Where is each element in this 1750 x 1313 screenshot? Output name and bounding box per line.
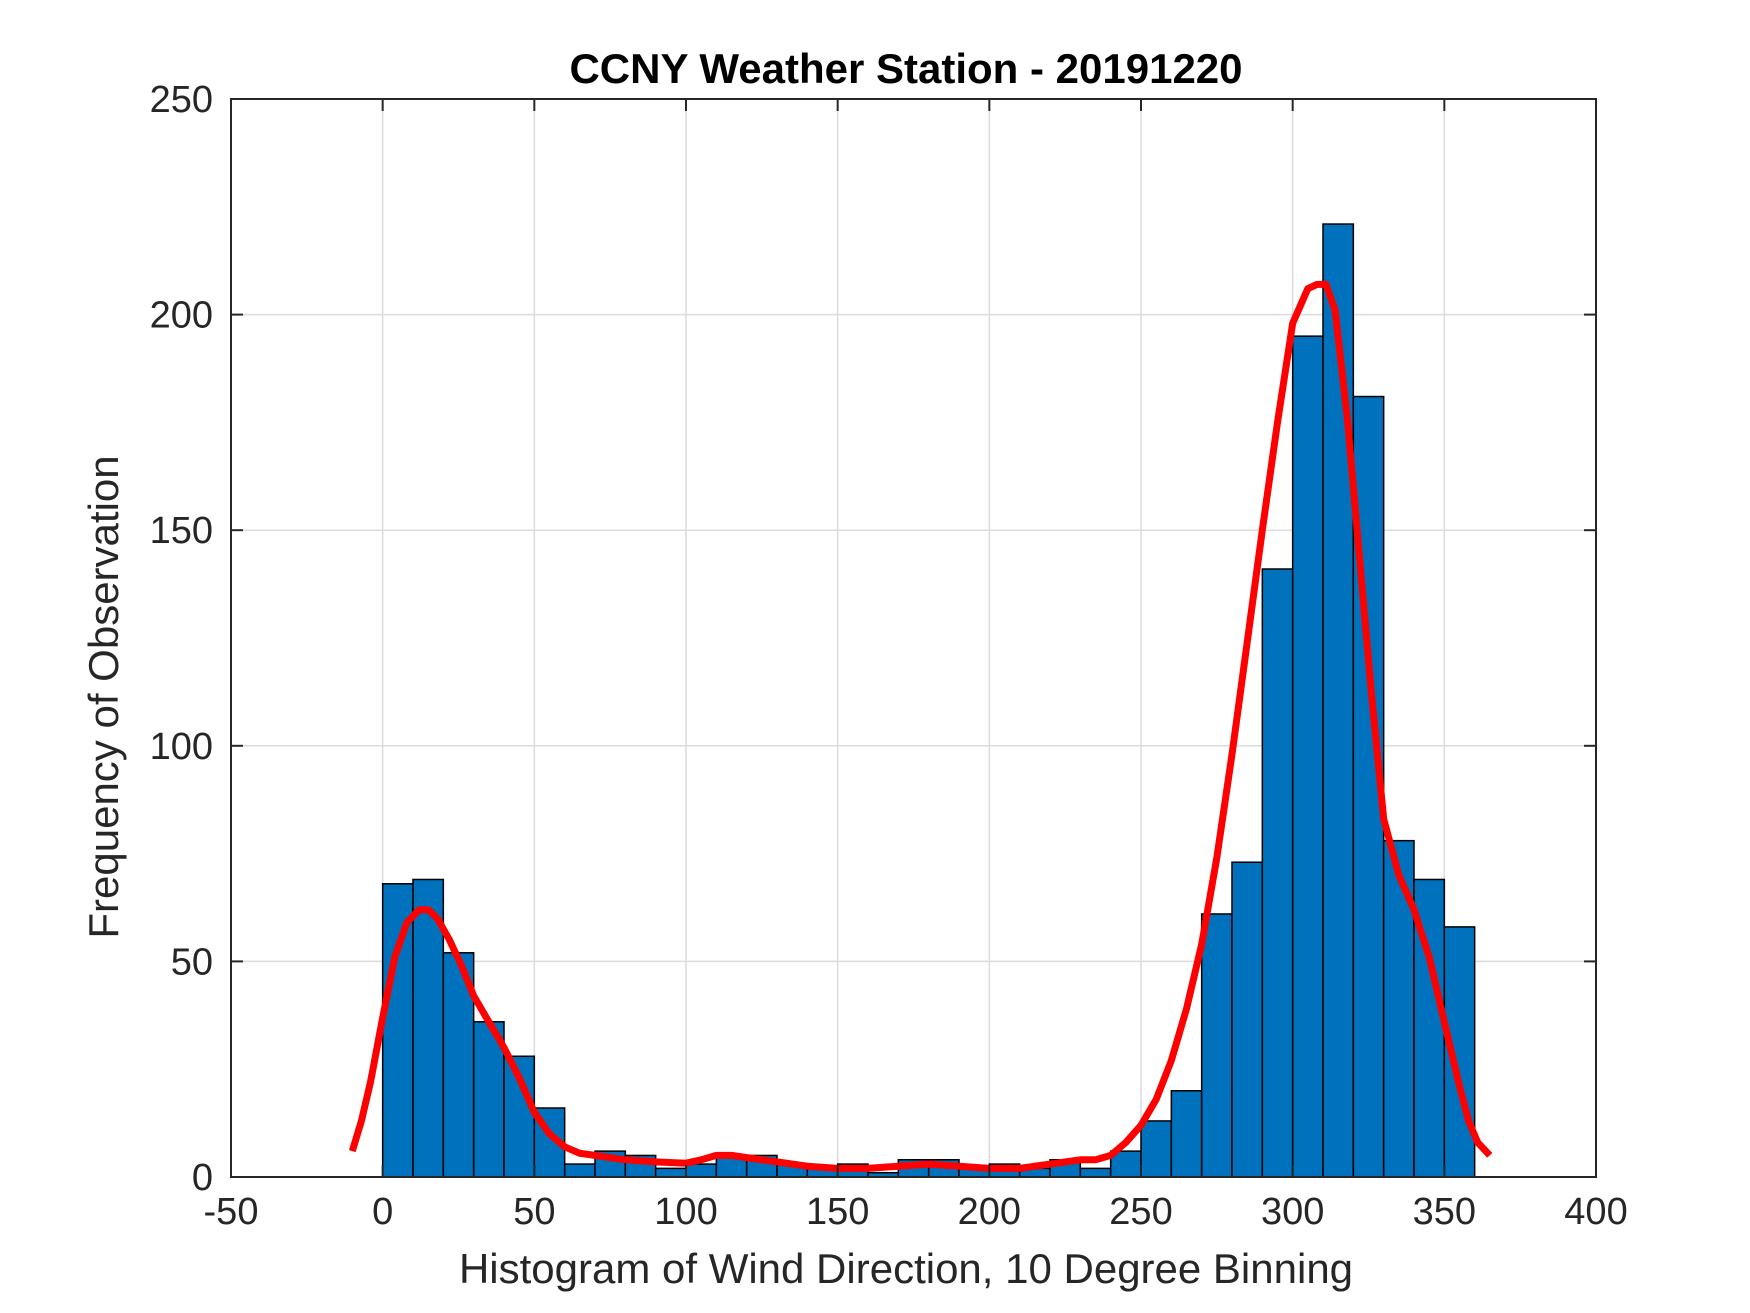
x-axis-label: Histogram of Wind Direction, 10 Degree B… xyxy=(459,1245,1353,1292)
y-tick-label: 50 xyxy=(171,941,213,983)
x-tick-label: 200 xyxy=(958,1191,1021,1233)
histogram-bar xyxy=(1261,568,1294,1178)
histogram-bar xyxy=(1291,335,1324,1178)
histogram-bar xyxy=(1231,861,1264,1178)
x-tick-label: 50 xyxy=(513,1191,555,1233)
axes-box xyxy=(230,98,1597,1178)
histogram-bar xyxy=(685,1163,718,1178)
axis-ticks xyxy=(230,98,1597,1178)
histogram-bar xyxy=(412,878,445,1178)
density-fit-series xyxy=(348,280,1493,1172)
x-tick-label: 350 xyxy=(1413,1191,1476,1233)
chart-title: CCNY Weather Station - 20191220 xyxy=(569,45,1242,92)
y-tick-label: 0 xyxy=(192,1157,213,1199)
histogram-bar xyxy=(563,1163,596,1178)
y-tick-labels: 0 50 100 150 200 250 xyxy=(150,79,213,1199)
x-tick-label: 300 xyxy=(1261,1191,1324,1233)
y-tick-label: 200 xyxy=(150,295,213,337)
x-tick-label: 0 xyxy=(372,1191,393,1233)
histogram-bar xyxy=(1079,1167,1112,1178)
x-tick-label: -50 xyxy=(204,1191,259,1233)
x-tick-label: 100 xyxy=(654,1191,717,1233)
histogram-bar xyxy=(1140,1120,1173,1178)
x-tick-label: 400 xyxy=(1564,1191,1627,1233)
histogram-bar xyxy=(1200,913,1233,1178)
y-tick-label: 150 xyxy=(150,510,213,552)
y-tick-label: 100 xyxy=(150,726,213,768)
y-tick-label: 250 xyxy=(150,79,213,121)
x-tick-label: 150 xyxy=(806,1191,869,1233)
histogram-bar xyxy=(1322,223,1355,1178)
x-tick-label: 250 xyxy=(1109,1191,1172,1233)
histogram-bar xyxy=(1170,1090,1203,1178)
x-tick-labels: -50 0 50 100 150 200 250 300 350 400 xyxy=(204,1191,1628,1233)
y-axis-label: Frequency of Observation xyxy=(80,455,127,938)
density-fit-line xyxy=(348,280,1493,1172)
histogram-bar xyxy=(654,1167,687,1178)
